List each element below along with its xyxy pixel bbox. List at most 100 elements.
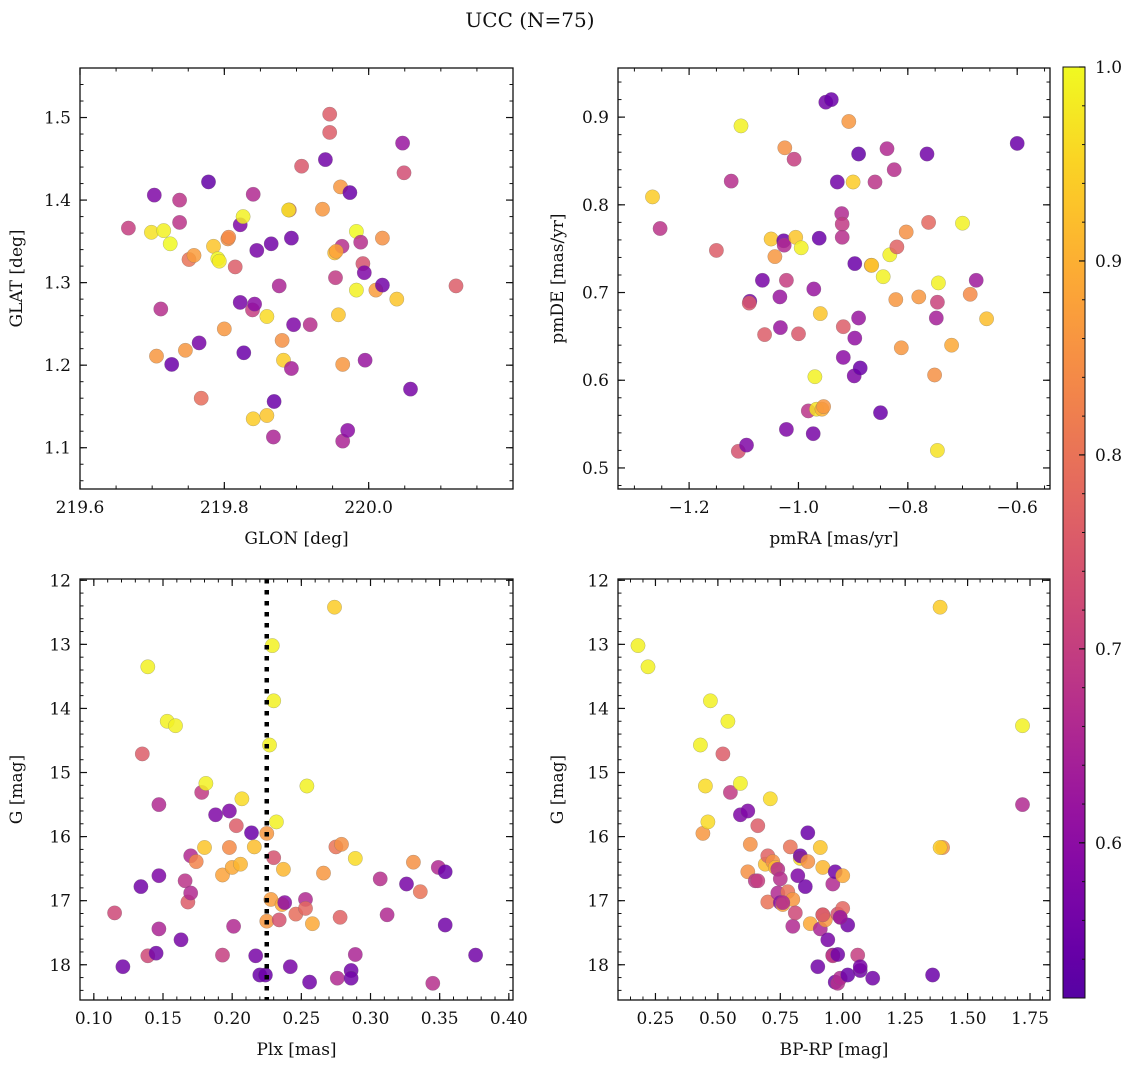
data-point	[356, 265, 372, 281]
data-point	[979, 311, 994, 327]
data-point	[259, 408, 275, 423]
data-point	[762, 791, 778, 807]
data-point	[840, 967, 856, 983]
data-point	[177, 873, 193, 889]
data-point	[146, 187, 162, 203]
data-point	[399, 876, 414, 892]
data-point	[153, 301, 169, 317]
x-tick-label: 1.50	[949, 1009, 987, 1029]
data-point	[328, 270, 343, 286]
x-axis-label: Plx [mas]	[256, 1040, 336, 1060]
data-point	[823, 92, 839, 108]
scatter-points	[630, 599, 1030, 991]
x-tick-label: −1.0	[778, 498, 819, 518]
data-point	[335, 356, 351, 372]
data-point	[867, 174, 883, 190]
colorbar-gradient	[1062, 66, 1086, 999]
data-point	[271, 912, 287, 928]
data-point	[283, 361, 299, 376]
data-point	[720, 713, 736, 729]
colorbar-tick-label: 0.6	[1095, 834, 1122, 854]
data-point	[263, 236, 279, 252]
data-point	[348, 282, 364, 298]
axes-frame	[617, 67, 1051, 490]
y-tick-label: 17	[49, 892, 71, 912]
data-point	[322, 106, 338, 122]
scatter-points	[107, 599, 483, 991]
data-point	[750, 873, 766, 889]
panel-pmra-pmde: −1.2 −1.0 −0.8 −0.6 0.5 0.6 0.7 0.8 0.9 pmRA [mas…	[548, 67, 1051, 549]
data-point	[847, 256, 863, 271]
ticks	[617, 579, 1050, 1000]
data-point	[763, 231, 779, 247]
data-point	[233, 856, 248, 872]
x-tick-label: 0.35	[421, 1009, 459, 1029]
x-axis-label: GLON [deg]	[244, 529, 348, 549]
data-point	[316, 865, 331, 881]
data-point	[779, 272, 794, 288]
data-point	[343, 970, 359, 986]
data-point	[742, 836, 758, 852]
data-point	[327, 599, 342, 615]
data-point	[299, 778, 315, 794]
data-point	[172, 192, 188, 208]
data-point	[779, 421, 794, 437]
data-point	[286, 317, 301, 333]
axes-frame	[79, 578, 514, 1001]
x-tick-label: 0.10	[75, 1009, 113, 1029]
data-point	[193, 390, 209, 406]
data-point	[791, 326, 806, 342]
data-point	[841, 114, 857, 129]
data-point	[221, 840, 237, 855]
ticks	[618, 68, 1050, 489]
data-point	[151, 797, 167, 812]
data-point	[812, 840, 828, 855]
scatter-points	[120, 106, 464, 449]
data-point	[191, 335, 207, 351]
data-point	[815, 907, 831, 923]
data-point	[353, 234, 369, 250]
data-point	[274, 332, 290, 348]
data-point	[786, 151, 802, 167]
data-point	[357, 352, 373, 368]
data-point	[173, 932, 189, 948]
colorbar: 0.6 0.7 0.8 0.9 1.0	[1062, 58, 1122, 999]
data-point	[645, 189, 660, 205]
data-point	[810, 959, 826, 975]
data-point	[247, 296, 263, 312]
data-point	[437, 917, 453, 933]
data-point	[797, 879, 813, 894]
data-point	[304, 916, 320, 932]
data-point	[630, 638, 646, 653]
y-tick-label: 1.4	[44, 191, 71, 211]
data-point	[875, 269, 891, 285]
data-point	[186, 247, 202, 263]
x-tick-label: 1.00	[824, 1009, 862, 1029]
y-axis-label: G [mag]	[7, 755, 27, 824]
data-point	[437, 864, 453, 880]
x-tick-label: 0.25	[282, 1009, 320, 1029]
data-point	[183, 885, 199, 901]
data-point	[405, 854, 421, 870]
data-point	[1015, 797, 1030, 812]
data-point	[888, 292, 904, 307]
data-point	[468, 947, 483, 963]
data-point	[693, 737, 708, 753]
data-point	[835, 868, 851, 884]
y-tick-label: 12	[49, 571, 71, 591]
data-point	[652, 221, 668, 236]
data-point	[347, 851, 363, 866]
data-point	[283, 230, 299, 246]
data-point	[228, 818, 244, 834]
data-point	[322, 124, 338, 140]
data-point	[741, 295, 757, 311]
data-point	[757, 327, 772, 342]
x-tick-label: 0.15	[144, 1009, 182, 1029]
data-point	[395, 135, 410, 151]
data-point	[232, 294, 248, 310]
ticks	[79, 67, 514, 489]
data-point	[830, 947, 846, 962]
y-tick-label: 0.8	[582, 196, 609, 216]
y-tick-label: 1.5	[44, 109, 71, 129]
